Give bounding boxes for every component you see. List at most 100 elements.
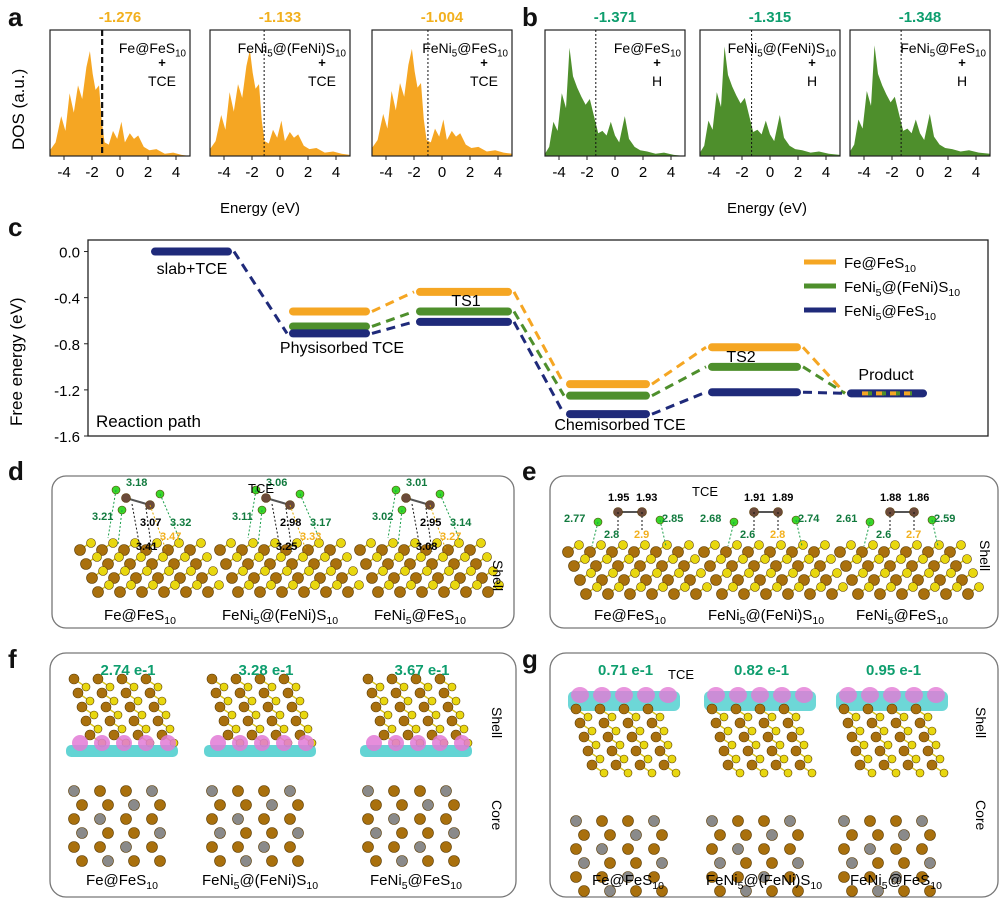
- panel-f-core: Core: [489, 800, 505, 831]
- atom: [950, 560, 962, 572]
- dos-xtick-label: 2: [466, 164, 474, 181]
- atom: [448, 855, 460, 867]
- atom: [366, 572, 378, 584]
- atom: [766, 745, 778, 757]
- atom: [472, 580, 482, 590]
- atom: [295, 696, 305, 706]
- atom: [94, 785, 106, 797]
- atom: [678, 560, 690, 572]
- charge-cloud-magenta: [593, 687, 611, 703]
- distance-line: [727, 521, 735, 547]
- charge-cloud-magenta: [659, 687, 677, 703]
- atom: [846, 885, 858, 897]
- atom: [186, 566, 196, 576]
- atom: [580, 554, 590, 564]
- atom: [423, 682, 433, 692]
- distance-label: 2.68: [700, 513, 721, 525]
- structure-label: FeNi5@(FeNi)S10: [202, 872, 318, 892]
- panel-g-shell: Shell: [973, 707, 989, 738]
- atom: [243, 682, 253, 692]
- atom: [646, 554, 656, 564]
- atom: [494, 580, 504, 590]
- atom: [476, 538, 486, 548]
- atom: [130, 572, 142, 584]
- atom: [109, 696, 119, 706]
- atom: [362, 785, 374, 797]
- distance-label: 1.89: [772, 492, 793, 504]
- atom: [332, 580, 342, 590]
- dos-area: [50, 51, 190, 157]
- dos-system-label: FeNi5@(FeNi)S10: [728, 40, 837, 60]
- atom: [68, 813, 80, 825]
- atom: [476, 572, 488, 584]
- atom: [772, 582, 782, 592]
- dos-xtick-label: -4: [379, 164, 392, 181]
- atom: [120, 813, 132, 825]
- atom: [618, 703, 630, 715]
- panel-e-tce: TCE: [692, 484, 718, 499]
- atom: [366, 687, 378, 699]
- distance-line: [439, 493, 461, 541]
- atom: [102, 799, 114, 811]
- distance-label: 3.21: [92, 511, 113, 523]
- atom: [416, 552, 426, 562]
- atom: [859, 740, 869, 750]
- atom: [622, 717, 634, 729]
- distance-label: 1.91: [744, 492, 765, 504]
- dos-system-label: FeNi5@FeS10: [900, 40, 986, 60]
- atom: [146, 841, 158, 853]
- atom: [864, 843, 876, 855]
- atom: [590, 560, 602, 572]
- dos-xtick-label: -4: [707, 164, 720, 181]
- atom: [435, 724, 445, 734]
- atom: [184, 544, 196, 556]
- charge-cloud-magenta: [254, 735, 270, 751]
- atom: [643, 754, 653, 764]
- atom: [808, 546, 820, 558]
- panel-f-structure: 2.74 e-1 Fe@FeS10: [66, 662, 179, 892]
- atom: [710, 540, 720, 550]
- atom: [723, 726, 733, 736]
- atom: [388, 841, 400, 853]
- panel-d-structure: 3.06 3.11 3.17 2.98 3.253.33 FeNi5@(FeNi)S10: [214, 477, 364, 627]
- atom: [792, 857, 804, 869]
- atom: [488, 566, 498, 576]
- atom: [648, 815, 660, 827]
- atom: [842, 717, 854, 729]
- legend-label: FeNi5@(FeNi)S10: [844, 279, 960, 299]
- atom: [382, 558, 394, 570]
- atom: [114, 586, 126, 598]
- atom: [878, 759, 890, 771]
- atom: [94, 841, 106, 853]
- atom: [370, 799, 382, 811]
- energy-plot-frame: [87, 239, 989, 437]
- atom: [922, 546, 934, 558]
- d-band-center-value: -1.276: [99, 9, 142, 26]
- atom: [792, 885, 804, 897]
- charge-value: 3.28 e-1: [238, 662, 293, 679]
- atom: [218, 715, 230, 727]
- atom: [890, 717, 902, 729]
- dos-subplot: -1.371 Fe@FeS10+ H -4 -2 0 2 4: [544, 9, 686, 181]
- atom: [86, 538, 96, 548]
- atom: [376, 544, 388, 556]
- atom: [754, 540, 764, 550]
- atom: [654, 745, 666, 757]
- atom: [596, 871, 608, 883]
- atom: [623, 768, 633, 778]
- dos-adsorbate: TCE: [308, 73, 336, 89]
- atom: [168, 558, 180, 570]
- atom: [202, 586, 214, 598]
- atom: [410, 538, 420, 548]
- atom: [714, 829, 726, 841]
- atom: [258, 687, 270, 699]
- atom: [230, 673, 242, 685]
- d-band-center-value: -1.371: [594, 9, 637, 26]
- atom: [438, 552, 448, 562]
- slab: [214, 538, 364, 598]
- atom: [100, 701, 112, 713]
- atom: [80, 558, 92, 570]
- atom: [898, 829, 910, 841]
- atom: [786, 546, 798, 558]
- atom: [748, 560, 760, 572]
